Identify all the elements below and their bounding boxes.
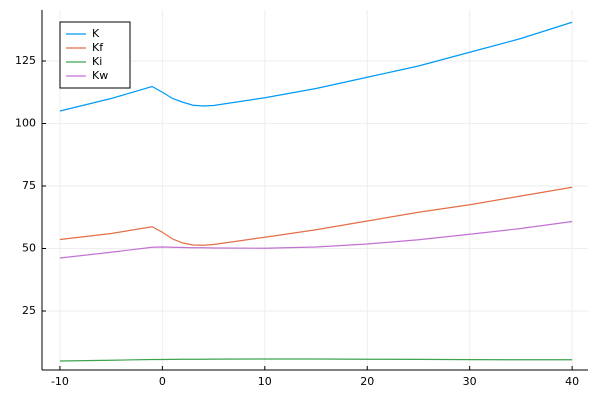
legend-label: Ki — [92, 55, 102, 68]
x-tick-label: 0 — [159, 375, 166, 388]
series-line — [59, 358, 573, 362]
y-tick-label: 125 — [15, 54, 36, 67]
legend-label: K — [92, 27, 100, 40]
x-tick-label: 20 — [360, 375, 374, 388]
y-tick-label: 75 — [22, 179, 36, 192]
x-tick-label: 30 — [463, 375, 477, 388]
series-line — [59, 220, 573, 259]
y-tick-label: 100 — [15, 117, 36, 130]
y-tick-label: 25 — [22, 304, 36, 317]
legend-box — [59, 21, 131, 89]
legend-label: Kw — [92, 69, 108, 82]
y-tick-label: 50 — [22, 242, 36, 255]
legend-label: Kf — [92, 41, 104, 54]
x-tick-label: 40 — [565, 375, 579, 388]
x-tick-label: -10 — [51, 375, 69, 388]
series-line — [59, 186, 573, 246]
x-tick-label: 10 — [258, 375, 272, 388]
series-line — [59, 21, 573, 112]
